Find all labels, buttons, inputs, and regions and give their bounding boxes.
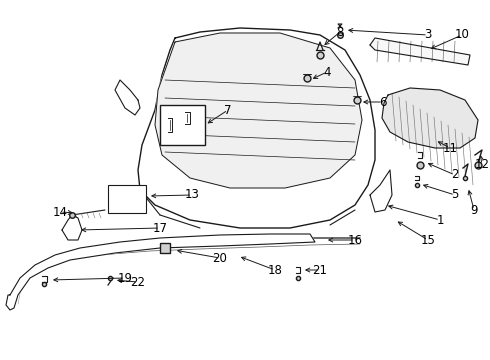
Polygon shape bbox=[138, 28, 375, 228]
Polygon shape bbox=[115, 80, 140, 115]
Text: 16: 16 bbox=[347, 234, 363, 247]
Text: 6: 6 bbox=[379, 95, 387, 108]
Text: 19: 19 bbox=[118, 271, 132, 284]
Text: 3: 3 bbox=[424, 28, 432, 41]
Text: 2: 2 bbox=[451, 168, 459, 181]
Text: 17: 17 bbox=[152, 221, 168, 234]
Polygon shape bbox=[370, 170, 392, 212]
Polygon shape bbox=[155, 33, 362, 188]
Polygon shape bbox=[382, 88, 478, 148]
Text: 13: 13 bbox=[185, 189, 199, 202]
Text: 10: 10 bbox=[455, 28, 469, 41]
Bar bbox=[108, 185, 146, 213]
Text: 18: 18 bbox=[268, 264, 282, 276]
Text: 7: 7 bbox=[224, 104, 232, 117]
Text: 11: 11 bbox=[442, 141, 458, 154]
Text: 4: 4 bbox=[323, 66, 331, 78]
Text: 14: 14 bbox=[52, 206, 68, 219]
Text: 20: 20 bbox=[213, 252, 227, 265]
Text: 5: 5 bbox=[451, 189, 459, 202]
Text: 1: 1 bbox=[436, 213, 444, 226]
Text: 21: 21 bbox=[313, 264, 327, 276]
Text: 22: 22 bbox=[130, 275, 146, 288]
Polygon shape bbox=[370, 38, 470, 65]
Text: 15: 15 bbox=[420, 234, 436, 247]
Polygon shape bbox=[6, 234, 315, 310]
Text: 9: 9 bbox=[470, 203, 478, 216]
Bar bbox=[160, 105, 205, 145]
Text: 8: 8 bbox=[336, 26, 343, 39]
Text: 12: 12 bbox=[474, 158, 490, 171]
